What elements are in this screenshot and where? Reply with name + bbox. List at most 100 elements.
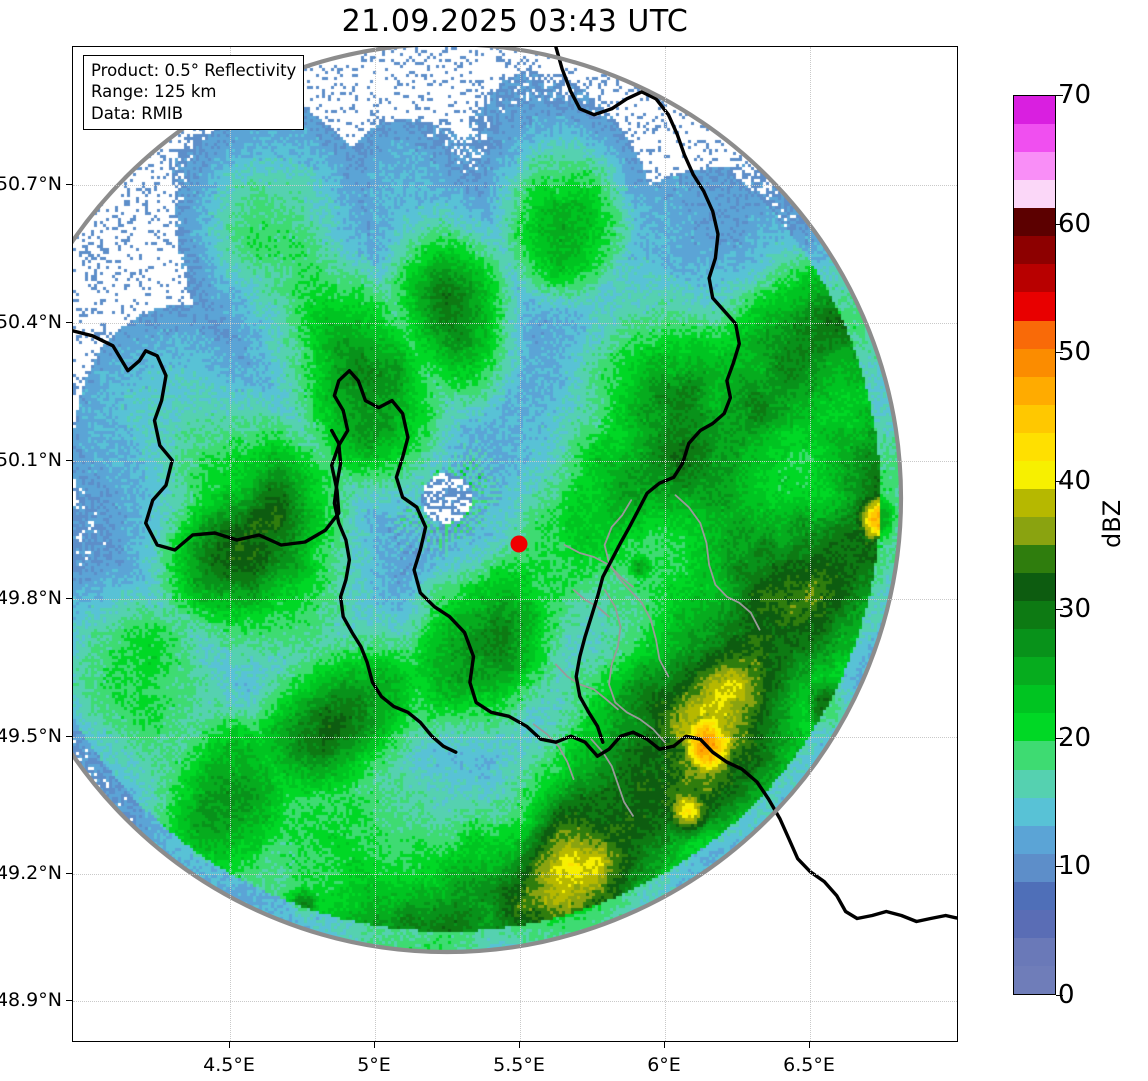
colorbar-band-9	[1014, 348, 1055, 377]
colorbar-band-7	[1014, 292, 1055, 321]
y-tick-mark	[66, 736, 72, 737]
info-box: Product: 0.5° Reflectivity Range: 125 km…	[83, 55, 305, 131]
x-tick-mark	[229, 1042, 230, 1048]
colorbar-band-12	[1014, 432, 1055, 461]
gridline-horizontal	[73, 323, 957, 324]
colorbar-tick-mark	[1056, 995, 1063, 996]
colorbar-tick-label: 10	[1058, 851, 1092, 882]
x-tick-label: 6.5°E	[783, 1054, 835, 1076]
radar-site-marker[interactable]	[510, 535, 528, 553]
y-tick-mark	[66, 1000, 72, 1001]
x-tick-mark	[664, 1042, 665, 1048]
colorbar-tick-mark	[1056, 480, 1063, 482]
colorbar-band-0	[1014, 96, 1055, 125]
colorbar-band-23	[1014, 741, 1055, 770]
colorbar-tick-mark	[1056, 609, 1063, 611]
colorbar-band-24	[1014, 769, 1055, 798]
colorbar-band-19	[1014, 629, 1055, 658]
gridline-horizontal	[73, 461, 957, 462]
colorbar-band-11	[1014, 404, 1055, 433]
x-tick-mark	[809, 1042, 810, 1048]
colorbar-tick-label: 60	[1058, 208, 1092, 239]
colorbar[interactable]	[1013, 95, 1056, 995]
colorbar-band-31	[1014, 965, 1055, 994]
colorbar-band-17	[1014, 573, 1055, 602]
gridline-horizontal	[73, 1001, 957, 1002]
y-tick-label: 49.8°N	[0, 587, 62, 609]
x-tick-label: 5°E	[357, 1054, 391, 1076]
colorbar-band-30	[1014, 937, 1055, 966]
colorbar-band-27	[1014, 853, 1055, 882]
y-tick-label: 48.9°N	[0, 989, 62, 1011]
info-data-line: Data: RMIB	[91, 103, 184, 123]
y-tick-label: 50.7°N	[0, 173, 62, 195]
colorbar-tick-mark	[1056, 352, 1063, 354]
gridline-vertical	[375, 47, 376, 1041]
gridline-horizontal	[73, 874, 957, 875]
colorbar-band-16	[1014, 545, 1055, 574]
colorbar-tick-mark	[1056, 223, 1063, 225]
page-title: 21.09.2025 03:43 UTC	[341, 4, 689, 39]
river-line-2	[563, 544, 634, 588]
info-product-line: Product: 0.5° Reflectivity	[91, 61, 297, 80]
colorbar-band-8	[1014, 320, 1055, 349]
colorbar-band-18	[1014, 601, 1055, 630]
colorbar-band-4	[1014, 208, 1055, 237]
gridline-vertical	[230, 47, 231, 1041]
colorbar-tick-label: 50	[1058, 337, 1092, 368]
colorbar-tick-mark	[1056, 737, 1063, 739]
colorbar-band-3	[1014, 180, 1055, 209]
river-line-5	[590, 738, 634, 817]
belgium-germany-north-border	[554, 47, 741, 744]
river-line-1	[674, 494, 761, 631]
colorbar-band-22	[1014, 713, 1055, 742]
colorbar-tick-mark	[1056, 95, 1063, 96]
range-circle	[73, 47, 903, 954]
y-tick-label: 49.2°N	[0, 862, 62, 884]
x-tick-mark	[519, 1042, 520, 1048]
river-line-4	[554, 663, 619, 711]
y-tick-mark	[66, 184, 72, 185]
colorbar-label: dBZ	[1098, 499, 1126, 548]
colorbar-band-29	[1014, 909, 1055, 938]
colorbar-band-6	[1014, 264, 1055, 293]
gridline-vertical	[810, 47, 811, 1041]
colorbar-tick-label: 20	[1058, 722, 1092, 753]
colorbar-tick-label: 30	[1058, 594, 1092, 625]
x-tick-label: 6°E	[647, 1054, 681, 1076]
gridline-horizontal	[73, 737, 957, 738]
river-line-7	[572, 588, 610, 618]
colorbar-band-28	[1014, 881, 1055, 910]
colorbar-band-25	[1014, 797, 1055, 826]
luxembourg-west-border	[330, 428, 458, 754]
river-line-6	[532, 723, 575, 780]
gridline-vertical	[665, 47, 666, 1041]
y-tick-label: 49.5°N	[0, 725, 62, 747]
radar-plot-area[interactable]	[72, 46, 958, 1042]
colorbar-tick-label: 0	[1058, 980, 1075, 1010]
gridline-horizontal	[73, 185, 957, 186]
colorbar-band-20	[1014, 657, 1055, 686]
map-overlay	[73, 47, 957, 954]
x-tick-label: 5.5°E	[493, 1054, 545, 1076]
river-line-3	[603, 588, 666, 744]
x-tick-mark	[374, 1042, 375, 1048]
y-tick-mark	[66, 598, 72, 599]
colorbar-band-15	[1014, 516, 1055, 545]
y-tick-label: 50.4°N	[0, 311, 62, 333]
gridline-horizontal	[73, 599, 957, 600]
belgium-france-border	[73, 329, 957, 924]
x-tick-label: 4.5°E	[203, 1054, 255, 1076]
y-tick-mark	[66, 322, 72, 323]
info-range-line: Range: 125 km	[91, 82, 217, 102]
colorbar-band-1	[1014, 124, 1055, 153]
colorbar-band-10	[1014, 376, 1055, 405]
colorbar-band-13	[1014, 460, 1055, 489]
colorbar-tick-label: 40	[1058, 465, 1092, 496]
colorbar-band-5	[1014, 236, 1055, 265]
colorbar-band-14	[1014, 488, 1055, 517]
y-tick-mark	[66, 873, 72, 874]
colorbar-band-21	[1014, 685, 1055, 714]
colorbar-tick-mark	[1056, 866, 1063, 868]
y-tick-mark	[66, 460, 72, 461]
